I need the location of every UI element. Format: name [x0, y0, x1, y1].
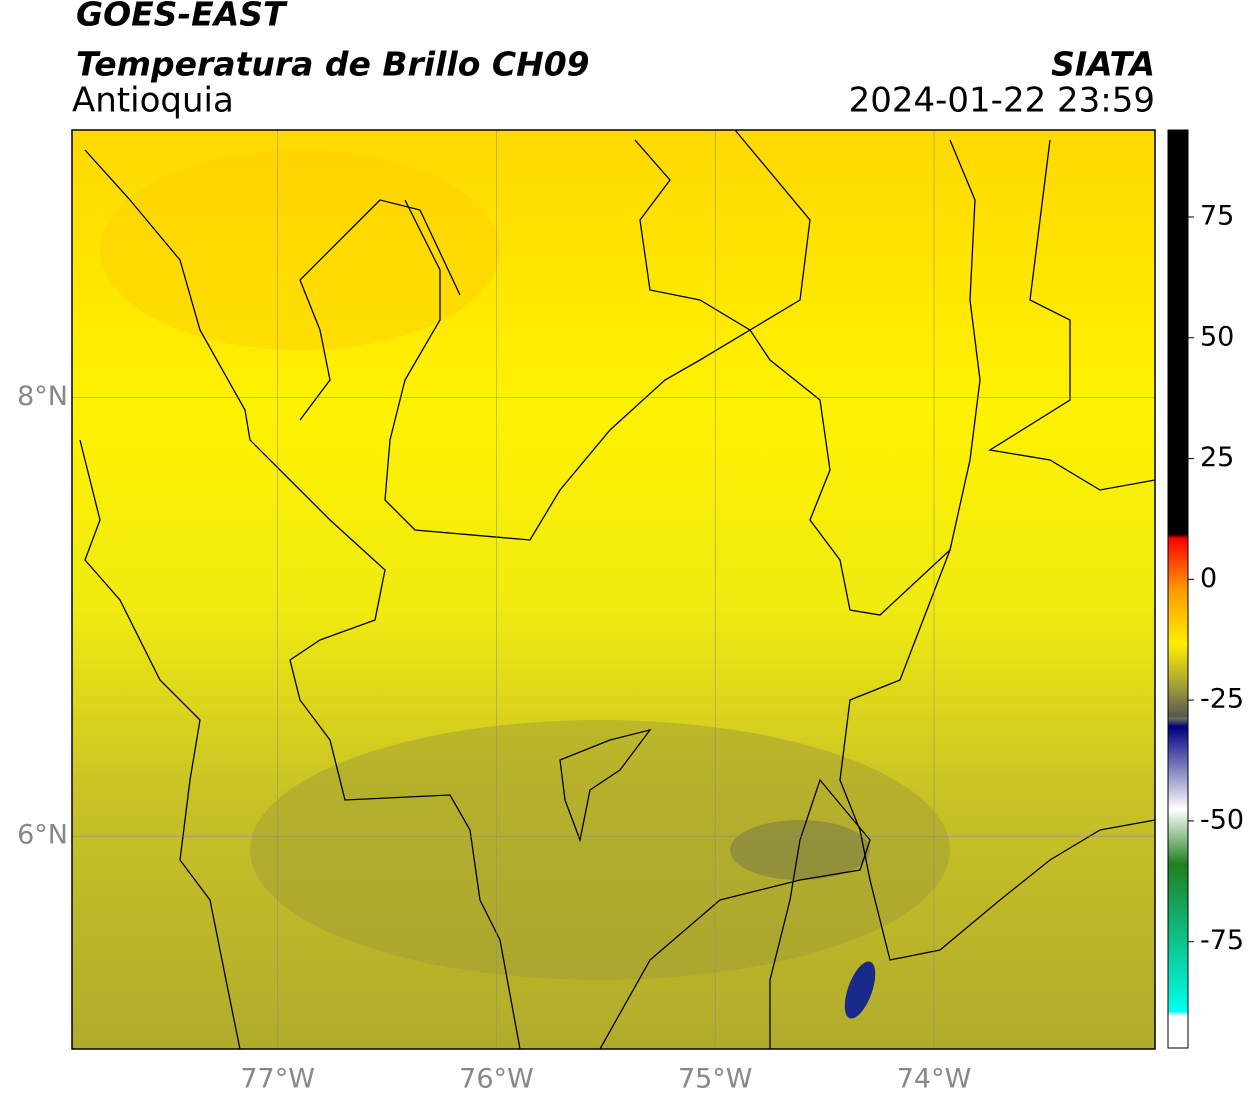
cool-region	[250, 720, 950, 980]
colorbar-tick-label: -25	[1200, 684, 1244, 715]
x-tick-label: 76°W	[459, 1064, 534, 1095]
colorbar-tick-label: 75	[1200, 200, 1234, 231]
x-tick-label: 74°W	[897, 1064, 972, 1095]
borders	[79, 129, 1156, 1050]
colorbar-tick-label: 0	[1200, 563, 1217, 594]
y-tick-label: 6°N	[17, 820, 68, 851]
subtitle: Temperatura de Brillo CH09	[76, 45, 590, 84]
source: SIATA	[1051, 45, 1155, 84]
x-tick-label: 75°W	[678, 1064, 753, 1095]
colorbar-tick-label: 25	[1200, 442, 1234, 473]
colorbar-tick-label: -50	[1200, 804, 1244, 835]
datetime: 2024-01-22 23:59	[849, 81, 1155, 121]
x-tick-label: 77°W	[240, 1064, 315, 1095]
cold-cloud	[844, 961, 876, 1019]
colorbar-tick-label: 50	[1200, 321, 1234, 352]
colorbar	[1167, 129, 1189, 1049]
title: GOES-EAST	[76, 0, 288, 34]
region: Antioquia	[72, 81, 234, 121]
warm-region	[100, 150, 500, 350]
cool-region	[730, 820, 870, 880]
y-tick-label: 8°N	[17, 381, 68, 412]
map-frame	[71, 129, 1156, 1050]
colorbar-tick-label: -75	[1200, 925, 1244, 956]
